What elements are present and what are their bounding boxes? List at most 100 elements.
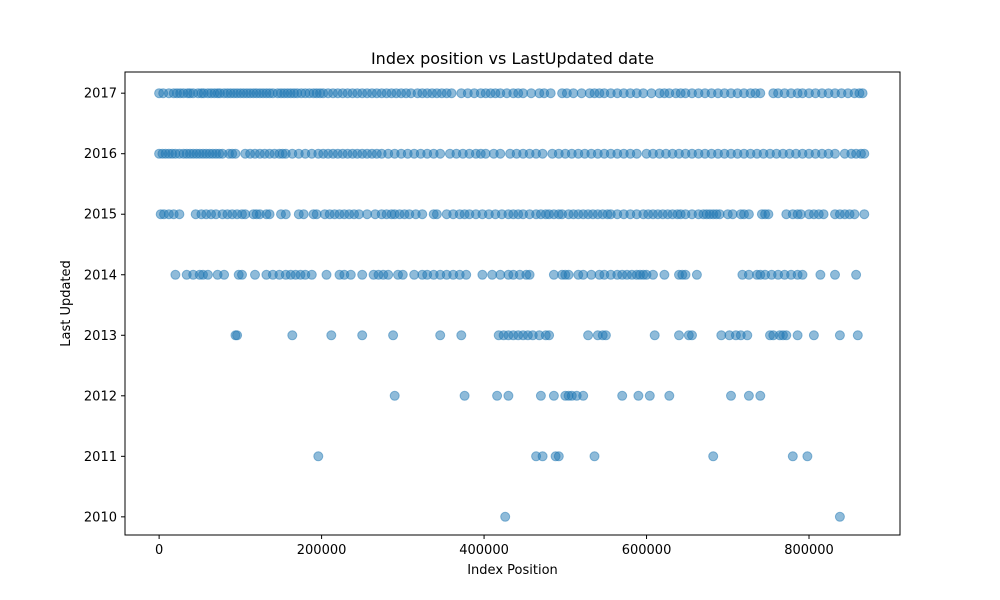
data-point (691, 269, 702, 280)
data-point (644, 390, 655, 401)
data-point (544, 330, 555, 341)
data-point (763, 209, 774, 220)
data-point (456, 330, 467, 341)
data-point (237, 269, 247, 280)
data-point (500, 511, 511, 522)
data-point (859, 148, 870, 159)
data-point (578, 390, 589, 401)
y-tick-label: 2017 (84, 87, 117, 102)
data-point (417, 209, 428, 220)
x-tick-label: 400000 (459, 543, 509, 558)
data-point (743, 209, 754, 220)
data-point (553, 451, 564, 462)
data-point (492, 390, 503, 401)
data-point (600, 330, 611, 341)
data-point (815, 269, 826, 280)
data-point (459, 390, 470, 401)
data-point (250, 269, 260, 280)
data-point (708, 451, 719, 462)
data-point (548, 269, 559, 280)
data-point (834, 511, 845, 522)
y-tick-label: 2013 (84, 329, 117, 344)
x-axis-label: Index Position (467, 563, 558, 578)
data-point (545, 88, 556, 99)
chart-title: Index position vs LastUpdated date (371, 49, 654, 68)
data-point (649, 330, 660, 341)
x-tick-label: 600000 (622, 543, 672, 558)
data-point (383, 269, 394, 280)
data-point (219, 269, 230, 280)
data-point (852, 330, 863, 341)
data-point (537, 451, 548, 462)
data-point (633, 390, 644, 401)
data-point (357, 269, 368, 280)
data-point (797, 269, 808, 280)
data-point (818, 209, 829, 220)
data-points (154, 88, 870, 522)
x-axis-ticks: 0 200000 400000 600000 800000 (155, 535, 834, 558)
y-tick-label: 2015 (84, 208, 117, 223)
data-point (687, 330, 697, 341)
data-point (298, 209, 309, 220)
data-point (830, 148, 840, 159)
data-point (446, 88, 457, 99)
data-point (326, 330, 337, 341)
data-point (802, 451, 813, 462)
y-axis-ticks: 2010 2011 2012 2013 2014 2015 2016 2017 (84, 87, 125, 525)
plot-frame (124, 71, 901, 536)
data-point (742, 330, 753, 341)
data-point (755, 390, 766, 401)
data-point (232, 330, 243, 341)
data-point (568, 88, 579, 99)
data-point (583, 330, 594, 341)
data-point (617, 390, 628, 401)
x-tick-label: 800000 (784, 543, 834, 558)
data-point (306, 269, 317, 280)
data-point (787, 451, 798, 462)
data-point (674, 330, 684, 341)
y-tick-label: 2010 (84, 510, 117, 525)
data-point (563, 269, 574, 280)
y-tick-label: 2012 (84, 389, 117, 404)
data-point (345, 269, 356, 280)
data-point (859, 209, 870, 220)
data-point (388, 330, 399, 341)
data-point (461, 269, 472, 280)
data-point (664, 390, 675, 401)
y-tick-label: 2016 (84, 147, 117, 162)
data-point (280, 209, 291, 220)
y-tick-label: 2011 (84, 450, 117, 465)
y-tick-label: 2014 (84, 268, 117, 283)
data-point (202, 269, 213, 280)
data-point (321, 269, 332, 280)
data-point (477, 269, 488, 280)
data-point (495, 148, 506, 159)
data-point (431, 209, 442, 220)
x-tick-label: 200000 (297, 543, 347, 558)
data-point (397, 269, 408, 280)
data-point (743, 390, 754, 401)
data-point (755, 88, 766, 99)
data-point (631, 148, 642, 159)
data-point (435, 330, 446, 341)
data-point (849, 209, 860, 220)
data-point (548, 390, 559, 401)
data-point (389, 390, 400, 401)
data-point (435, 148, 446, 159)
x-tick-label: 0 (155, 543, 163, 558)
data-point (834, 330, 845, 341)
data-point (503, 390, 514, 401)
data-point (174, 209, 185, 220)
data-point (287, 330, 298, 341)
data-point (313, 451, 324, 462)
data-point (240, 209, 251, 220)
data-point (808, 330, 819, 341)
data-point (537, 148, 548, 159)
data-point (648, 269, 658, 280)
data-point (589, 451, 600, 462)
data-point (792, 330, 803, 341)
data-point (857, 88, 868, 99)
data-point (535, 390, 546, 401)
data-point (230, 148, 241, 159)
